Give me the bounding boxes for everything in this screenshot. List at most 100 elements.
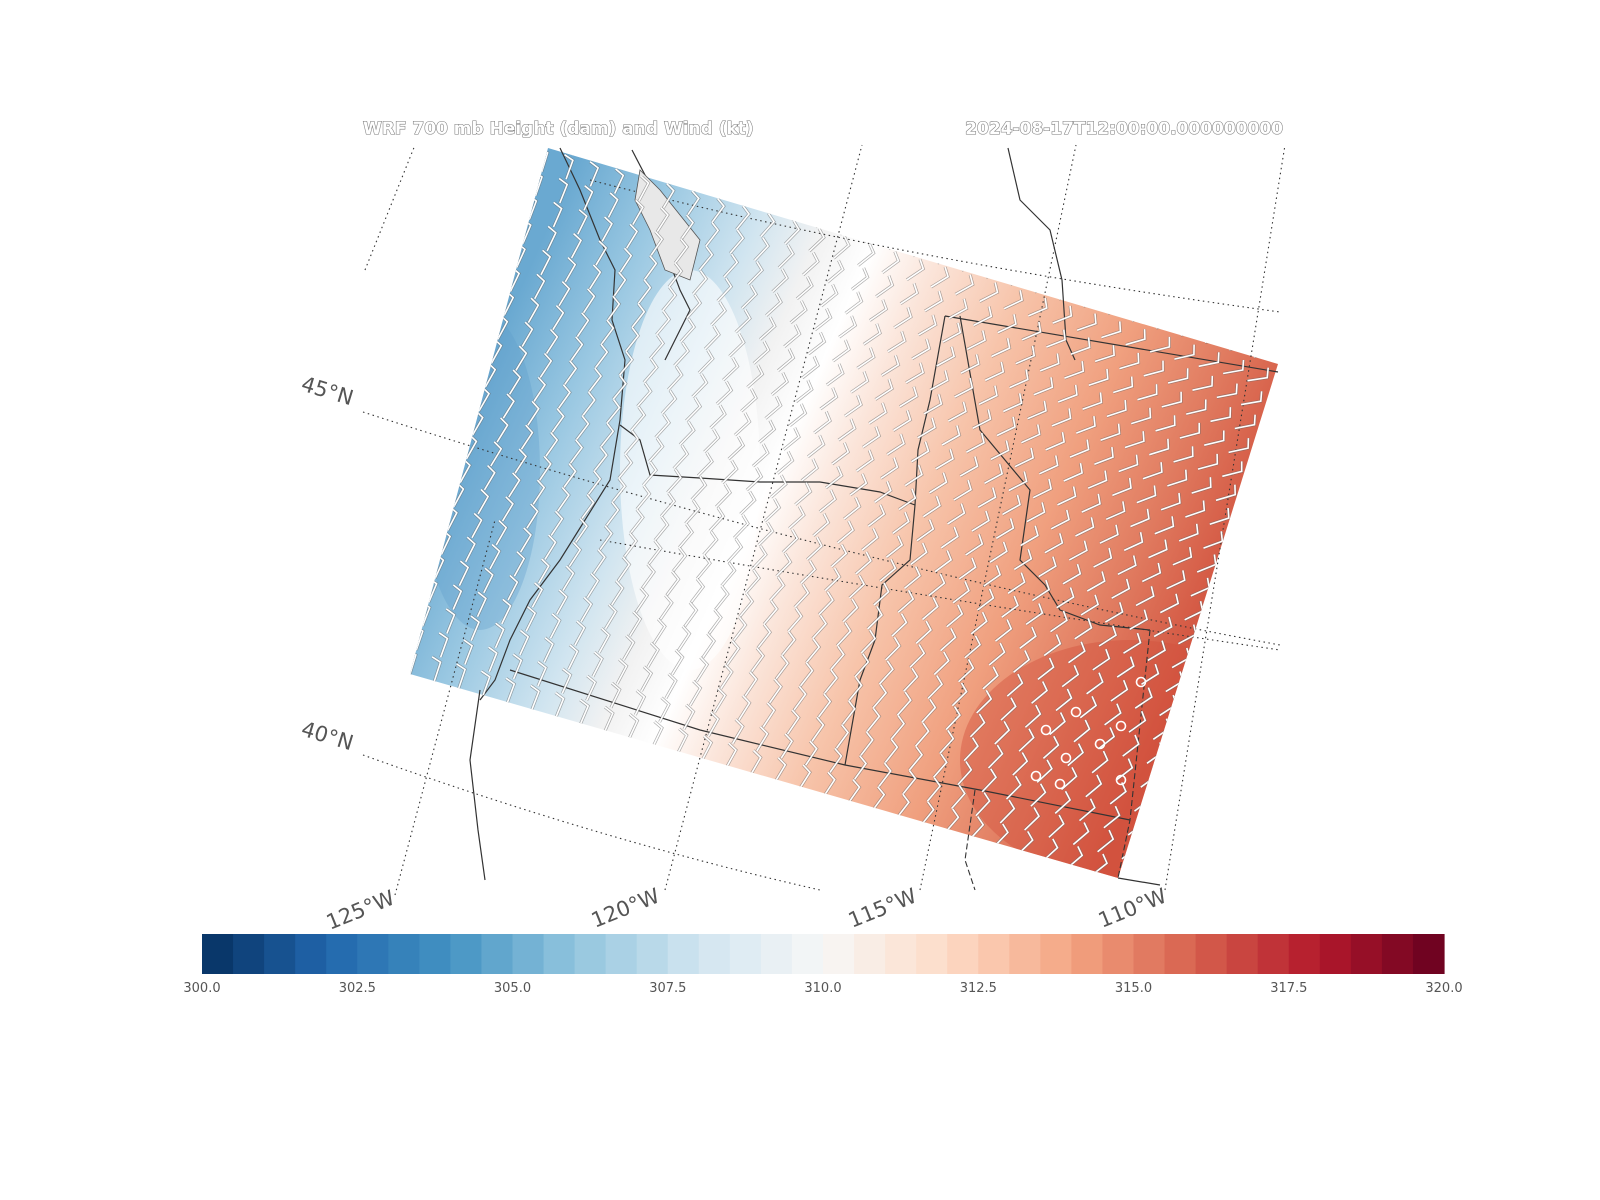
wind-barb <box>717 277 733 302</box>
wind-barb <box>836 622 852 647</box>
wind-barb <box>936 346 956 367</box>
wind-barb <box>819 387 838 410</box>
wind-barb <box>1076 313 1097 332</box>
wind-barb <box>981 768 998 793</box>
wind-barb <box>1148 539 1168 559</box>
colorbar-bin <box>791 934 824 974</box>
wind-barb <box>933 651 950 676</box>
wind-barb <box>1104 703 1122 726</box>
wind-barb-shadow <box>1253 343 1277 359</box>
wind-barb <box>912 234 931 257</box>
wind-barb <box>1186 399 1207 415</box>
wind-barb <box>527 297 540 323</box>
wind-barb <box>1049 712 1066 736</box>
wind-barb <box>760 213 776 238</box>
wind-barb <box>989 541 1008 563</box>
wind-barb <box>652 720 663 747</box>
wind-barb <box>940 628 957 652</box>
wind-barb <box>1149 336 1171 353</box>
wind-barb-shadow <box>1082 289 1104 308</box>
wind-barb <box>820 284 838 307</box>
wind-barb <box>684 601 698 627</box>
wind-barb <box>546 225 557 252</box>
wind-barb <box>661 286 677 312</box>
wind-barb-shadow <box>668 158 682 185</box>
wind-barb <box>1050 509 1070 530</box>
wind-barb <box>1091 750 1109 774</box>
wind-barb <box>1060 767 1078 791</box>
wind-barb <box>739 491 756 515</box>
wind-barb <box>753 237 770 262</box>
calm-wind-circle <box>1054 778 1066 790</box>
wind-barb-shadow <box>1229 336 1252 352</box>
wind-barb <box>1068 641 1086 664</box>
lon-label-110: 110°W <box>1095 884 1170 933</box>
wind-barb <box>1277 351 1278 365</box>
colorbar-tick-label: 315.0 <box>1115 981 1152 996</box>
wind-barb <box>630 406 646 431</box>
wind-barb <box>768 678 783 704</box>
wind-barb <box>867 504 886 527</box>
wind-barb <box>1124 431 1145 449</box>
wind-barb <box>775 553 792 577</box>
wind-barb <box>530 684 540 711</box>
wind-barb <box>611 477 626 503</box>
wind-barb <box>1227 538 1248 557</box>
wind-barb <box>715 483 732 508</box>
wind-barb <box>745 569 761 594</box>
wind-barb <box>690 578 705 603</box>
colorbar-bin <box>885 934 917 974</box>
wind-barb <box>527 400 540 426</box>
wind-barb <box>513 551 526 577</box>
wind-barb <box>780 733 794 759</box>
wind-barb <box>1007 572 1026 594</box>
wind-barb <box>1097 829 1115 853</box>
wind-barb <box>1013 549 1033 571</box>
wind-barb <box>655 310 671 336</box>
wind-barb <box>856 347 875 369</box>
wind-barb <box>563 463 577 489</box>
wind-barb <box>671 649 684 675</box>
wind-barb <box>581 494 595 520</box>
wind-barb <box>896 691 912 716</box>
wind-barb-shadow <box>1202 631 1223 653</box>
wind-barb <box>680 318 696 343</box>
wind-barb <box>1107 297 1128 315</box>
wind-barb <box>1167 368 1189 384</box>
colorbar-bin <box>512 934 545 974</box>
wind-barb <box>888 227 906 250</box>
wind-barb <box>551 408 565 434</box>
wind-barb <box>501 496 514 522</box>
wind-barb <box>841 700 856 726</box>
wind-barb <box>804 740 818 766</box>
wind-barb <box>857 243 875 267</box>
wind-barb <box>1063 462 1083 482</box>
wind-barb <box>963 737 979 762</box>
colorbar-bin <box>388 934 420 974</box>
wind-barb-shadow <box>594 148 606 163</box>
wind-barb <box>1000 697 1017 721</box>
wind-barb <box>902 770 917 795</box>
wind-barb <box>977 487 997 508</box>
calm-wind-circles <box>1030 676 1147 790</box>
colorbar-bin <box>1288 934 1321 974</box>
colorbar-bin <box>264 934 296 974</box>
wind-barb <box>480 670 491 696</box>
wind-barb <box>874 481 892 503</box>
wind-barb <box>1057 384 1078 403</box>
wind-barb <box>941 425 961 446</box>
wind-barb <box>496 417 509 443</box>
wind-barb <box>977 588 995 611</box>
wind-barb <box>1038 556 1057 578</box>
wind-barb <box>951 682 968 707</box>
wind-barb <box>697 452 714 477</box>
wind-barb <box>866 707 881 733</box>
wind-barb <box>556 589 568 615</box>
wind-barb <box>893 307 912 329</box>
wind-barb-shadow <box>1183 702 1203 724</box>
wind-barb <box>655 413 671 439</box>
wind-barb <box>807 434 825 458</box>
wind-barb <box>696 554 712 580</box>
wind-barb <box>1019 626 1037 649</box>
colorbar-tick-label: 312.5 <box>960 981 997 996</box>
